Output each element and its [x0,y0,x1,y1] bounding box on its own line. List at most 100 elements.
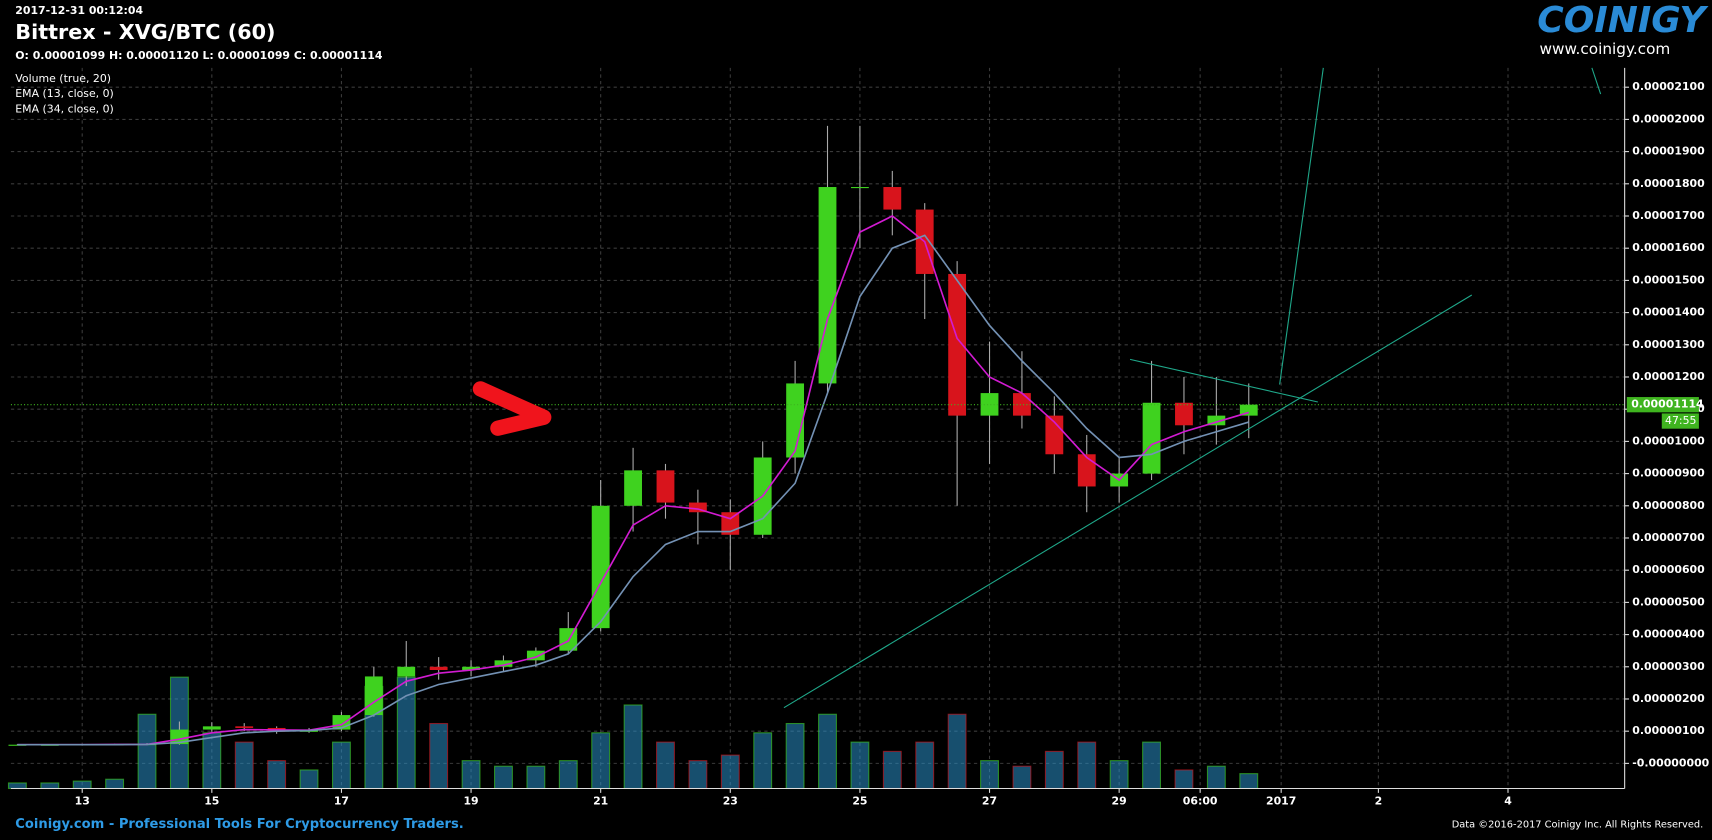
volume-bar [753,732,773,790]
candle-body [1077,454,1096,487]
volume-bar [915,741,935,790]
indicator-label: EMA (34, close, 0) [15,102,114,115]
footer-left: Coinigy.com - Professional Tools For Cry… [15,817,463,832]
candle-body [851,187,869,189]
candle-body [526,650,545,661]
volume-bar [623,704,643,790]
x-tick-label: 23 [723,795,738,808]
y-tick-label: 0.00000400 [1632,628,1705,641]
candle-body [1175,402,1193,426]
volume-pane [7,676,1259,790]
candle-body [1207,415,1226,426]
candle-body [397,666,416,677]
y-tick-label: 0.00002000 [1632,112,1705,125]
x-tick-label: 25 [852,795,867,808]
grid: -0.00000000 0.00000100 0.00000200 0.0000030… [10,67,1710,808]
volume-bar [882,750,902,790]
candle-body [786,383,805,458]
x-tick-label: 13 [75,795,90,808]
volume-bar [591,732,611,790]
volume-bar [105,778,125,790]
volume-bar [72,780,92,790]
logo: COINIGY [1537,0,1709,41]
y-tick-label: 0.00000900 [1632,467,1705,480]
candle-body [883,187,902,210]
x-tick-label: 19 [463,795,478,808]
candle-body [1142,402,1161,474]
y-tick-label: 0.00001900 [1632,145,1705,158]
candle-body [624,470,642,506]
candle-body [364,676,383,716]
y-tick-label: 0.00001400 [1632,306,1705,319]
candle-body [235,726,254,728]
candle-body [948,273,967,416]
y-tick-label: 0.00000500 [1632,595,1705,608]
volume-bar [720,754,740,790]
volume-bar [558,760,578,790]
y-tick-label: 0.00000700 [1632,531,1705,544]
y-tick-label: 0.00000100 [1632,724,1705,737]
volume-bar [1044,750,1064,790]
y-tick-label: 0.00001700 [1632,209,1705,222]
volume-bar [331,741,351,790]
volume-bar [1206,765,1226,790]
volume-bar [461,760,481,790]
volume-bar [785,722,805,790]
trend-line [783,294,1473,709]
timestamp: 2017-12-31 00:12:04 [15,4,143,17]
footer-right: Data ©2016-2017 Coinigy Inc. All Rights … [1452,820,1704,831]
logo-url: www.coinigy.com [1539,40,1670,58]
volume-bar [818,713,837,790]
y-tick-label: 0.00002100 [1632,80,1705,93]
y-tick-label: 0.00001300 [1632,338,1705,351]
volume-bar [137,713,157,790]
ema-line [17,234,1250,746]
candle-body [1239,404,1258,416]
y-tick-label: 0.00001500 [1632,273,1705,286]
volume-bar [267,760,287,790]
y-tick-label: 0.00001800 [1632,177,1705,190]
trend-line [1591,67,1602,95]
arrow-annotation [472,381,552,436]
indicator-label: EMA (13, close, 0) [15,87,114,100]
y-tick-label: 0.00000200 [1632,692,1705,705]
x-tick-label: 2 [1375,795,1383,808]
volume-bar [1109,760,1129,790]
candle-body [202,726,221,730]
countdown-box [1661,413,1699,429]
candle-body [591,505,610,629]
volume-bar [1142,741,1162,790]
candle-body [818,187,837,384]
y-tick-label: -0.00000000 [1632,756,1709,769]
volume-bar [850,741,870,790]
candle-body [462,666,480,671]
y-tick-label: 0.00000300 [1632,660,1705,673]
candle-body [688,502,707,513]
ohlc: O: 0.00001099 H: 0.00001120 L: 0.0000109… [15,49,383,62]
y-tick-label: 0.00001000 [1632,434,1705,447]
volume-bar [1077,741,1097,790]
x-tick-label: 29 [1112,795,1127,808]
x-tick-label: 21 [593,795,608,808]
candle-body [429,666,448,671]
indicator-label: Volume (true, 20) [15,72,111,85]
candle-body [980,393,999,416]
volume-bar [947,713,967,790]
candle-body [494,660,513,667]
x-tick-label: 17 [334,795,349,808]
volume-bar [40,782,60,790]
volume-bar [1174,769,1194,790]
volume-bar [1012,765,1032,790]
volume-bar [688,760,708,790]
last-price-box [1626,397,1699,413]
volume-bar [980,760,999,790]
x-tick-label: 4 [1504,795,1512,808]
candle-body [1013,393,1031,416]
chart-title: Bittrex - XVG/BTC (60) [15,20,275,44]
y-tick-label: 0.00001600 [1632,241,1705,254]
ema-line [17,215,1250,746]
volume-bar [7,782,27,790]
y-tick-label: 0.00000800 [1632,499,1705,512]
volume-bar [299,769,319,790]
